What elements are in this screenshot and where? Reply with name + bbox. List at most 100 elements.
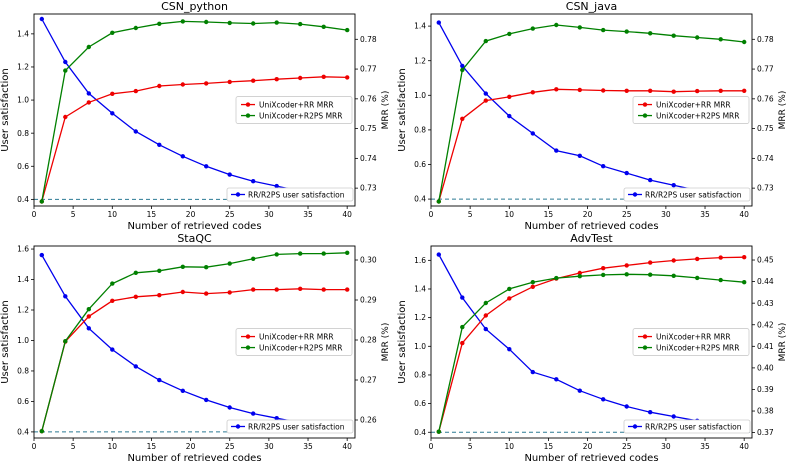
data-point-satisfaction xyxy=(110,111,115,116)
data-point-satisfaction xyxy=(63,59,68,65)
y-left-tick-label: 1.0 xyxy=(414,342,426,351)
data-point-r2ps xyxy=(251,256,256,261)
data-point-r2ps xyxy=(530,26,535,31)
data-point-satisfaction xyxy=(133,129,138,134)
data-point-satisfaction xyxy=(227,172,232,177)
data-point-r2ps xyxy=(601,27,606,33)
data-point-r2ps xyxy=(648,272,653,277)
data-point-rr xyxy=(204,291,209,296)
y-right-tick-label: 0.39 xyxy=(757,385,774,394)
legend-box xyxy=(226,419,354,434)
data-point-rr xyxy=(298,75,303,81)
data-point-rr xyxy=(507,94,512,100)
data-point-rr xyxy=(577,87,582,93)
data-point-r2ps xyxy=(648,31,653,36)
y-right-tick-label: 0.75 xyxy=(757,124,774,133)
y-left-tick-label: 1.0 xyxy=(414,91,426,100)
x-tick-label: 0 xyxy=(32,210,37,219)
legend-box xyxy=(226,187,354,202)
plot-frame xyxy=(430,13,753,207)
x-tick-label: 20 xyxy=(186,442,196,451)
y-right-axis-label: MRR (%) xyxy=(381,323,391,362)
legend-marker xyxy=(642,334,648,339)
legend: UniXcoder+RR MRR UniXcoder+R2PS MRR xyxy=(632,328,750,356)
data-point-rr xyxy=(507,296,512,301)
legend-satisfaction: RR/R2PS user satisfaction xyxy=(623,187,751,202)
data-point-r2ps xyxy=(671,273,676,278)
x-tick-label: 5 xyxy=(71,442,76,451)
data-point-satisfaction xyxy=(554,377,559,382)
data-point-r2ps xyxy=(86,44,92,50)
y-right-tick-label: 0.73 xyxy=(360,184,377,193)
legend-label: UniXcoder+RR MRR xyxy=(656,100,731,109)
data-point-r2ps xyxy=(274,20,279,25)
plot-area xyxy=(431,252,752,434)
data-point-satisfaction xyxy=(157,377,162,383)
data-point-rr xyxy=(345,287,350,292)
data-point-r2ps xyxy=(157,268,162,273)
data-point-satisfaction xyxy=(180,388,185,393)
data-point-satisfaction xyxy=(204,397,209,403)
data-point-rr xyxy=(180,82,185,87)
legend-label: UniXcoder+R2PS MRR xyxy=(656,343,739,352)
legend-marker xyxy=(245,345,251,350)
x-tick-label: 35 xyxy=(303,442,313,451)
data-point-r2ps xyxy=(742,280,747,285)
data-point-r2ps xyxy=(624,272,629,277)
data-point-rr xyxy=(624,88,629,94)
x-tick-label: 35 xyxy=(700,210,710,219)
data-point-rr xyxy=(157,83,162,89)
chart-title: CSN_java xyxy=(566,0,617,13)
data-point-r2ps xyxy=(530,280,535,285)
y-right-tick-label: 0.73 xyxy=(757,184,774,193)
legend-box xyxy=(235,328,353,356)
data-point-rr xyxy=(671,89,676,94)
data-point-r2ps xyxy=(695,35,700,40)
data-point-r2ps xyxy=(63,68,68,73)
data-point-r2ps xyxy=(624,29,629,34)
data-point-rr xyxy=(133,294,138,299)
data-point-r2ps xyxy=(251,21,256,26)
x-tick-label: 30 xyxy=(264,210,274,219)
data-point-r2ps xyxy=(86,307,92,312)
data-point-r2ps xyxy=(718,277,723,283)
y-left-tick-label: 1.4 xyxy=(17,29,29,38)
data-point-r2ps xyxy=(507,31,512,37)
y-right-axis-label: MRR (%) xyxy=(381,91,391,130)
x-tick-label: 30 xyxy=(661,210,671,219)
y-left-tick-label: 0.8 xyxy=(17,367,29,376)
data-point-satisfaction xyxy=(251,411,256,416)
y-left-axis-label: User satisfaction xyxy=(0,68,11,152)
data-point-rr xyxy=(483,98,488,103)
y-right-tick-label: 0.76 xyxy=(360,94,377,103)
data-point-satisfaction xyxy=(601,397,606,402)
y-right-tick-label: 0.26 xyxy=(360,416,377,425)
x-tick-label: 20 xyxy=(583,210,593,219)
x-tick-label: 25 xyxy=(622,442,632,451)
data-point-rr xyxy=(345,75,350,80)
data-point-rr xyxy=(157,293,162,298)
series-line-r2ps xyxy=(438,24,745,202)
y-right-tick-label: 0.28 xyxy=(360,336,377,345)
panel-csn-python: CSN_python 0 5 10 15 20 25 30 35 40 0.4 0.6 0.8 1.0 1.… xyxy=(0,0,391,232)
data-point-r2ps xyxy=(110,30,115,35)
legend-marker xyxy=(245,113,251,118)
y-left-tick-label: 1.4 xyxy=(17,275,29,284)
y-right-tick-label: 0.41 xyxy=(757,342,774,351)
y-left-tick-label: 0.8 xyxy=(17,129,29,138)
data-point-r2ps xyxy=(298,251,303,256)
x-tick-label: 40 xyxy=(739,442,749,451)
plot-frame xyxy=(430,245,753,439)
data-point-satisfaction xyxy=(86,326,92,331)
data-point-r2ps xyxy=(39,429,44,434)
legend-marker xyxy=(235,424,241,429)
y-left-tick-label: 0.8 xyxy=(414,125,426,134)
legend-box xyxy=(632,328,750,356)
data-point-satisfaction xyxy=(274,416,279,421)
data-point-rr xyxy=(321,287,326,292)
data-point-satisfaction xyxy=(274,183,279,189)
x-tick-label: 0 xyxy=(429,442,434,451)
y-right-tick-label: 0.77 xyxy=(757,65,774,74)
data-point-satisfaction xyxy=(648,410,653,415)
legend: UniXcoder+RR MRR UniXcoder+R2PS MRR xyxy=(235,96,353,124)
